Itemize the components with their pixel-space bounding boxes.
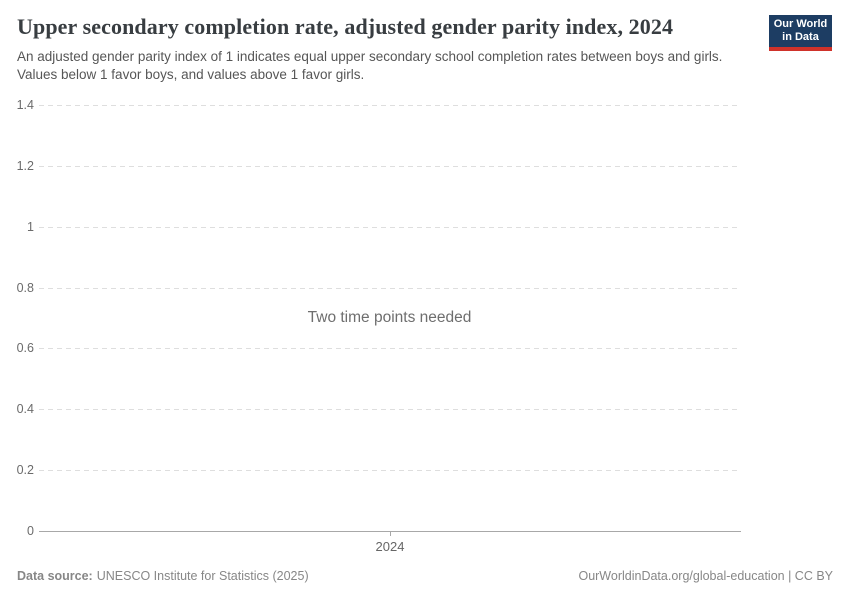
y-tick-label: 1.2 [16, 159, 34, 173]
y-tick-label: 0.2 [16, 463, 34, 477]
gridline [39, 227, 741, 228]
x-tick-mark [390, 532, 391, 536]
y-tick-label: 1.4 [16, 98, 34, 112]
y-tick-label: 0.4 [16, 402, 34, 416]
x-tick-label: 2024 [375, 539, 405, 554]
y-tick-label: 1 [27, 220, 34, 234]
owid-logo-line2: in Data [782, 31, 819, 43]
empty-data-message: Two time points needed [307, 309, 472, 326]
gridline [39, 105, 741, 106]
data-source-line: Data source: UNESCO Institute for Statist… [17, 569, 309, 583]
x-axis-line [39, 531, 741, 532]
attribution-link[interactable]: OurWorldinData.org/global-education | CC… [578, 569, 833, 583]
y-tick-label: 0 [27, 524, 34, 538]
gridline [39, 348, 741, 349]
owid-logo[interactable]: Our World in Data [769, 15, 832, 51]
y-tick-label: 0.6 [16, 341, 34, 355]
gridline [39, 288, 741, 289]
y-tick-label: 0.8 [16, 281, 34, 295]
data-source-label: Data source: [17, 569, 93, 583]
chart-title: Upper secondary completion rate, adjuste… [17, 14, 674, 39]
data-source-value: UNESCO Institute for Statistics (2025) [96, 569, 309, 583]
gridline [39, 166, 741, 167]
chart-subtitle: An adjusted gender parity index of 1 ind… [17, 49, 723, 82]
gridline [39, 470, 741, 471]
gridline [39, 409, 741, 410]
owid-logo-line1: Our World [773, 18, 828, 30]
